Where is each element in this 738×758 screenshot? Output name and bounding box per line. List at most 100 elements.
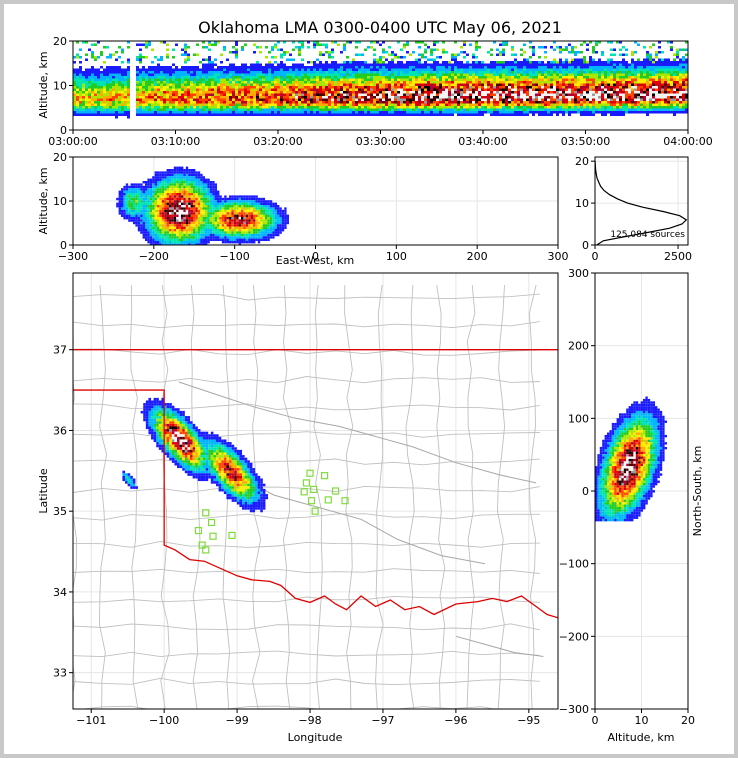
density-cell xyxy=(223,98,226,101)
density-cell xyxy=(292,88,295,91)
density-cell xyxy=(259,81,262,84)
density-cell xyxy=(616,108,619,111)
density-cell xyxy=(175,96,178,99)
density-cell xyxy=(484,78,487,81)
density-cell xyxy=(481,98,484,101)
density-cell xyxy=(241,48,244,51)
density-cell xyxy=(136,76,139,79)
density-cell xyxy=(331,108,334,111)
density-cell xyxy=(529,68,532,71)
density-cell xyxy=(523,61,526,64)
density-cell xyxy=(523,71,526,74)
density-cell xyxy=(142,43,145,46)
density-cell xyxy=(379,58,382,61)
density-cell xyxy=(112,98,115,101)
density-cell xyxy=(409,88,412,91)
density-cell xyxy=(151,83,154,86)
density-cell xyxy=(628,78,631,81)
density-cell xyxy=(553,103,556,106)
density-cell xyxy=(223,91,226,94)
density-cell xyxy=(97,101,100,104)
density-cell xyxy=(439,83,442,86)
density-cell xyxy=(289,88,292,91)
density-cell xyxy=(127,66,130,69)
density-cell xyxy=(301,41,304,44)
density-cell xyxy=(664,83,667,86)
density-cell xyxy=(331,73,334,76)
density-cell xyxy=(406,63,409,66)
density-cell xyxy=(151,106,154,109)
density-cell xyxy=(541,71,544,74)
density-cell xyxy=(436,93,439,96)
density-cell xyxy=(394,63,397,66)
density-cell xyxy=(178,91,181,94)
density-cell xyxy=(145,193,148,196)
density-cell xyxy=(169,113,172,116)
density-cell xyxy=(586,113,589,116)
density-cell xyxy=(349,66,352,69)
density-cell xyxy=(436,61,439,64)
density-cell xyxy=(604,78,607,81)
density-cell xyxy=(613,78,616,81)
density-cell xyxy=(517,61,520,64)
density-cell xyxy=(265,68,268,71)
density-cell xyxy=(478,98,481,101)
density-cell xyxy=(128,209,131,213)
density-cell xyxy=(125,190,129,193)
density-cell xyxy=(622,81,625,84)
density-cell xyxy=(355,66,358,69)
density-cell xyxy=(658,81,661,84)
density-cell xyxy=(586,66,589,69)
density-cell xyxy=(649,78,652,81)
density-cell xyxy=(376,96,379,99)
density-cell xyxy=(147,212,150,215)
density-cell xyxy=(352,101,355,104)
density-cell xyxy=(307,93,310,96)
density-cell xyxy=(235,93,238,96)
density-cell xyxy=(184,66,187,69)
density-cell xyxy=(448,61,451,64)
density-cell xyxy=(277,111,280,114)
density-cell xyxy=(571,76,574,79)
density-cell xyxy=(82,86,85,89)
density-cell xyxy=(136,66,139,69)
density-cell xyxy=(274,78,277,81)
density-cell xyxy=(106,73,109,76)
density-cell xyxy=(310,68,313,71)
density-cell xyxy=(343,96,346,99)
density-cell xyxy=(388,98,391,101)
density-cell xyxy=(361,81,364,84)
density-cell xyxy=(610,53,613,56)
density-cell xyxy=(190,68,193,71)
density-cell xyxy=(193,83,196,86)
density-cell xyxy=(169,86,172,89)
density-cell xyxy=(400,81,403,84)
density-cell xyxy=(634,81,637,84)
density-cell xyxy=(250,98,253,101)
density-cell xyxy=(127,73,130,76)
density-cell xyxy=(244,103,247,106)
density-cell xyxy=(364,83,367,86)
density-cell xyxy=(490,108,493,111)
density-cell xyxy=(274,81,277,84)
density-cell xyxy=(289,93,292,96)
density-cell xyxy=(328,96,331,99)
density-cell xyxy=(472,101,475,104)
density-cell xyxy=(529,61,532,64)
density-cell xyxy=(667,101,670,104)
density-cell xyxy=(397,91,400,94)
density-cell xyxy=(472,61,475,64)
density-cell xyxy=(418,111,421,114)
density-cell xyxy=(340,96,343,99)
density-cell xyxy=(502,91,505,94)
density-cell xyxy=(562,113,565,116)
density-cell xyxy=(379,106,382,109)
density-cell xyxy=(583,71,586,74)
density-cell xyxy=(385,68,388,71)
density-cell xyxy=(304,113,307,116)
density-cell xyxy=(589,71,592,74)
density-cell xyxy=(481,83,484,86)
density-cell xyxy=(115,71,118,74)
density-cell xyxy=(106,66,109,69)
density-cell xyxy=(280,86,283,89)
